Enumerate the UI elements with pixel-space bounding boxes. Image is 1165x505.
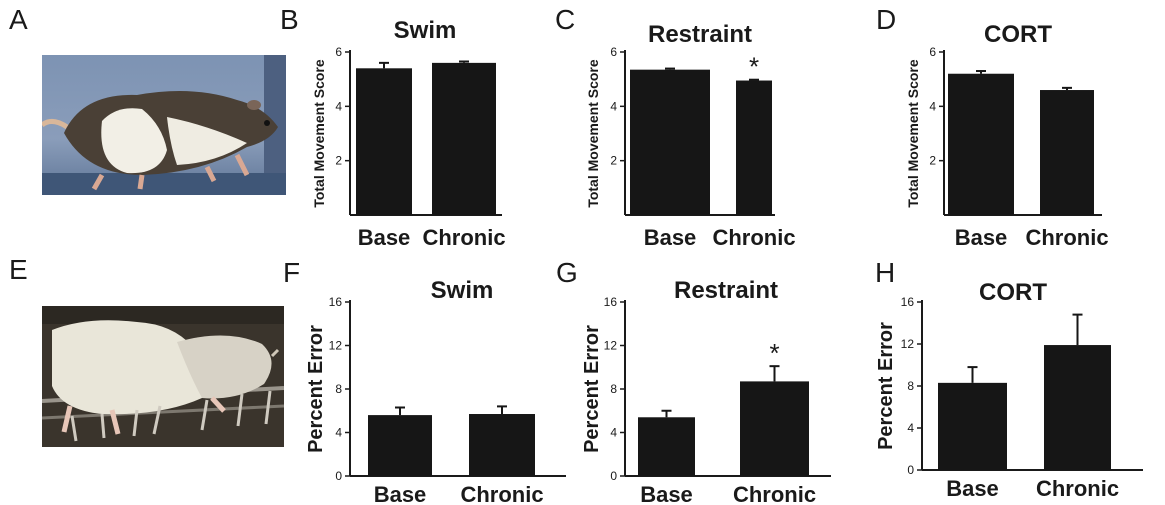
chart-f-bar [368, 415, 432, 476]
chart-f-ytick-label: 16 [329, 295, 343, 309]
chart-g-ytick-label: 16 [604, 295, 618, 309]
chart-g-bar [740, 381, 809, 476]
chart-f-ylabel: Percent Error [305, 325, 327, 453]
chart-c-category-label: Base [644, 225, 697, 250]
chart-d-bar [948, 73, 1014, 215]
chart-g-significance-star: * [769, 338, 779, 368]
chart-d-title: CORT [984, 21, 1052, 48]
chart-f-ytick-label: 4 [335, 426, 342, 440]
chart-b-category-label: Chronic [422, 225, 505, 250]
chart-g-ytick-label: 12 [604, 339, 618, 353]
chart-g-ytick-label: 4 [610, 426, 617, 440]
chart-b-title: Swim [394, 17, 457, 44]
chart-b-bar [432, 62, 496, 215]
chart-d-ylabel: Total Movement Score [905, 59, 921, 208]
chart-c-ytick-label: 4 [610, 99, 617, 113]
chart-h-bar [938, 382, 1007, 470]
chart-g-title: Restraint [674, 277, 778, 304]
chart-h-ylabel: Percent Error [875, 322, 897, 450]
chart-d-ytick-label: 4 [929, 99, 936, 113]
chart-g-ytick-label: 8 [610, 382, 617, 396]
chart-c-bar [736, 80, 772, 216]
chart-b-category-label: Base [358, 225, 411, 250]
panel-letter-d: D [876, 4, 897, 35]
chart-h-ytick-label: 0 [907, 463, 914, 477]
chart-g-bar [638, 417, 695, 476]
chart-c-significance-star: * [749, 52, 759, 82]
chart-f-ytick-label: 8 [335, 382, 342, 396]
chart-c-ytick-label: 6 [610, 45, 617, 59]
chart-g-ylabel: Percent Error [581, 325, 603, 453]
rat-photo-e [42, 306, 284, 447]
chart-h-ytick-label: 16 [901, 295, 915, 309]
panel-letter-c: C [555, 4, 576, 35]
chart-h-ytick-label: 4 [907, 421, 914, 435]
chart-b-ytick-label: 2 [335, 154, 342, 168]
chart-d-ytick-label: 6 [929, 45, 936, 59]
chart-f-bar [469, 414, 535, 476]
chart-d-bar [1040, 90, 1094, 215]
chart-f-category-label: Chronic [460, 482, 543, 505]
chart-b-ytick-label: 4 [335, 99, 342, 113]
chart-h-title: CORT [979, 279, 1047, 306]
chart-h-bar [1044, 345, 1111, 470]
panel-letter-b: B [280, 4, 299, 35]
chart-f-category-label: Base [374, 482, 427, 505]
chart-h-category-label: Chronic [1036, 476, 1119, 501]
panel-letter-g: G [556, 257, 578, 288]
chart-b-ytick-label: 6 [335, 45, 342, 59]
panel-letter-a: A [9, 4, 28, 35]
chart-c-category-label: Chronic [712, 225, 795, 250]
chart-f-ytick-label: 0 [335, 469, 342, 483]
chart-f-ytick-label: 12 [329, 339, 343, 353]
chart-h-ytick-label: 12 [901, 337, 915, 351]
chart-c-ytick-label: 2 [610, 154, 617, 168]
chart-d-ytick-label: 2 [929, 154, 936, 168]
chart-g-ytick-label: 0 [610, 469, 617, 483]
chart-f-title: Swim [431, 277, 494, 304]
chart-h-category-label: Base [946, 476, 999, 501]
chart-d-category-label: Chronic [1025, 225, 1108, 250]
chart-c-bar [630, 69, 710, 216]
chart-h-ytick-label: 8 [907, 379, 914, 393]
chart-d-category-label: Base [955, 225, 1008, 250]
chart-b-bar [356, 68, 412, 215]
panel-letter-h: H [875, 257, 896, 288]
chart-c-title: Restraint [648, 21, 752, 48]
panel-letter-e: E [9, 254, 28, 285]
chart-g-category-label: Chronic [733, 482, 816, 505]
chart-b-ylabel: Total Movement Score [311, 59, 327, 208]
chart-c-ylabel: Total Movement Score [585, 59, 601, 208]
chart-g-category-label: Base [640, 482, 693, 505]
panel-letter-f: F [283, 257, 301, 288]
rat-photo-a [42, 55, 286, 195]
